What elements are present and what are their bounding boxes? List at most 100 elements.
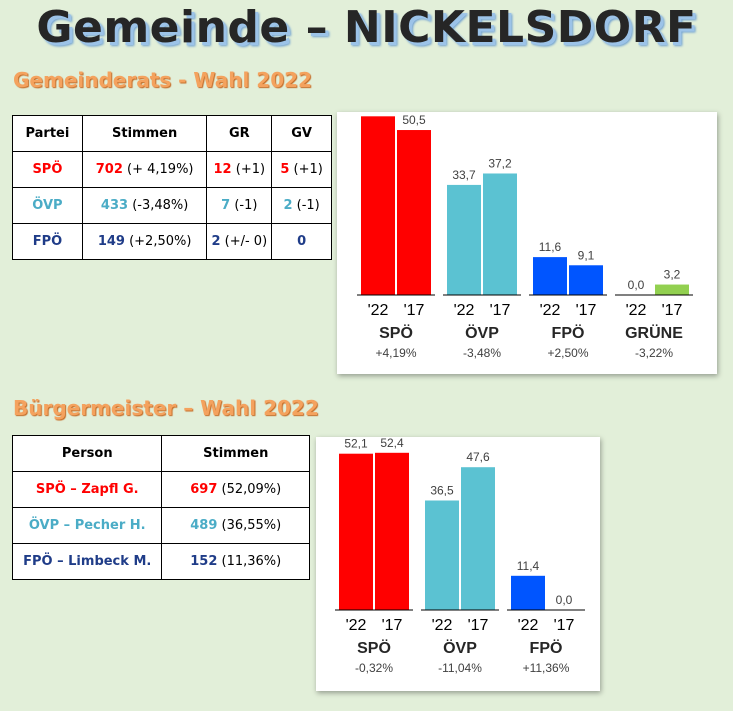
year-tick-label: '22 <box>368 302 389 319</box>
votes-value: 152 <box>190 554 218 569</box>
year-tick-label: '17 <box>554 617 575 634</box>
votes-pct: (52,09%) <box>221 482 282 497</box>
data-label: 54,7 <box>366 112 390 113</box>
gr-change: (-1) <box>234 198 258 213</box>
year-tick-label: '22 <box>540 302 561 319</box>
change-label: -3,22% <box>635 346 673 360</box>
votes-cell: 149 (+2,50%) <box>81 223 208 260</box>
votes-pct: (36,55%) <box>221 518 282 533</box>
votes-change: (+2,50%) <box>129 234 192 249</box>
table-row: ÖVP – Pecher H. 489 (36,55%) <box>11 507 310 544</box>
votes-value: 702 <box>95 162 123 177</box>
gr-results-table: Partei Stimmen GR GV SPÖ 702 (+ 4,19%) 1… <box>12 115 332 260</box>
header-stimmen: Stimmen <box>81 115 208 152</box>
year-tick-label: '17 <box>576 302 597 319</box>
gr-value: 12 <box>213 162 232 177</box>
gv-change: (+1) <box>293 162 323 177</box>
category-label: ÖVP <box>465 323 499 342</box>
table-row: SPÖ – Zapfl G. 697 (52,09%) <box>11 471 310 508</box>
data-label: 9,1 <box>578 248 595 262</box>
header-gv: GV <box>271 115 332 152</box>
party-cell: SPÖ <box>12 151 83 188</box>
bar-2017 <box>655 284 689 295</box>
year-tick-label: '22 <box>346 617 367 634</box>
gr-chart-card: 54,7 '22 50,5 '17 SPÖ +4,19% 33,7 '22 37,2 '17 ÖVP… <box>337 112 717 374</box>
year-tick-label: '22 <box>626 302 647 319</box>
gv-cell: 2 (-1) <box>271 187 332 224</box>
gv-value: 2 <box>283 198 293 213</box>
data-label: 11,4 <box>517 559 540 573</box>
data-label: 11,6 <box>539 240 562 254</box>
bar-2017 <box>569 265 603 295</box>
party-cell: ÖVP <box>12 187 83 224</box>
data-label: 3,2 <box>664 268 681 282</box>
year-tick-label: '17 <box>382 617 403 634</box>
table-header-row: Partei Stimmen GR GV <box>12 115 332 152</box>
gv-cell: 0 <box>271 223 332 260</box>
change-label: -0,32% <box>355 661 393 675</box>
bar-2022 <box>511 575 545 610</box>
bm-bar-chart: 52,1 '22 52,4 '17 SPÖ -0,32% 36,5 '22 47,6 '17 ÖVP… <box>335 437 585 675</box>
data-label: 0,0 <box>556 593 573 607</box>
category-label: FPÖ <box>552 323 585 342</box>
bar-2022 <box>447 184 481 295</box>
year-tick-label: '22 <box>432 617 453 634</box>
data-label: 47,6 <box>466 450 490 464</box>
data-label: 0,0 <box>628 278 645 292</box>
votes-value: 433 <box>100 198 129 213</box>
votes-cell: 489 (36,55%) <box>161 507 310 544</box>
change-label: -3,48% <box>463 346 501 360</box>
table-row: FPÖ – Limbeck M. 152 (11,36%) <box>11 543 310 580</box>
bm-results-table: Person Stimmen SPÖ – Zapfl G. 697 (52,09… <box>11 435 310 580</box>
gv-change: (-1) <box>296 198 320 213</box>
gr-cell: 2 (+/- 0) <box>206 223 273 260</box>
votes-cell: 697 (52,09%) <box>161 471 310 508</box>
header-gr: GR <box>206 115 273 152</box>
table-header-row: Person Stimmen <box>11 435 310 472</box>
table-row: ÖVP 433 (-3,48%) 7 (-1) 2 (-1) <box>12 187 332 224</box>
votes-value: 697 <box>190 482 218 497</box>
year-tick-label: '22 <box>454 302 475 319</box>
votes-cell: 702 (+ 4,19%) <box>81 151 208 188</box>
change-label: -11,04% <box>438 661 482 675</box>
person-cell: ÖVP – Pecher H. <box>11 507 163 544</box>
votes-change: (+ 4,19%) <box>127 162 194 177</box>
party-cell: FPÖ <box>12 223 83 260</box>
gr-cell: 7 (-1) <box>206 187 273 224</box>
gv-value: 5 <box>280 162 290 177</box>
data-label: 37,2 <box>488 156 512 170</box>
table-row: SPÖ 702 (+ 4,19%) 12 (+1) 5 (+1) <box>12 151 332 188</box>
category-label: GRÜNE <box>625 323 683 342</box>
data-label: 50,5 <box>402 113 426 127</box>
person-cell: SPÖ – Zapfl G. <box>11 471 163 508</box>
change-label: +2,50% <box>547 346 588 360</box>
header-person: Person <box>11 435 163 472</box>
gv-cell: 5 (+1) <box>271 151 332 188</box>
bar-2017 <box>461 467 495 610</box>
votes-cell: 152 (11,36%) <box>161 543 310 580</box>
gr-section-heading: Gemeinderats - Wahl 2022 <box>13 68 312 92</box>
votes-value: 489 <box>190 518 218 533</box>
data-label: 52,1 <box>344 437 368 451</box>
change-label: +11,36% <box>523 661 570 675</box>
votes-value: 149 <box>97 234 125 249</box>
header-partei: Partei <box>12 115 83 152</box>
year-tick-label: '17 <box>490 302 511 319</box>
year-tick-label: '17 <box>662 302 683 319</box>
bar-2022 <box>339 453 373 610</box>
table-row: FPÖ 149 (+2,50%) 2 (+/- 0) 0 <box>12 223 332 260</box>
gr-bar-chart: 54,7 '22 50,5 '17 SPÖ +4,19% 33,7 '22 37,2 '17 ÖVP… <box>357 112 693 360</box>
bm-section-heading: Bürgermeister – Wahl 2022 <box>13 396 319 420</box>
year-tick-label: '17 <box>404 302 425 319</box>
votes-pct: (11,36%) <box>221 554 282 569</box>
votes-change: (-3,48%) <box>132 198 189 213</box>
gr-change: (+/- 0) <box>224 234 268 249</box>
data-label: 36,5 <box>430 484 454 498</box>
data-label: 33,7 <box>452 168 476 182</box>
bm-chart-card: 52,1 '22 52,4 '17 SPÖ -0,32% 36,5 '22 47,6 '17 ÖVP… <box>316 437 600 691</box>
gr-value: 7 <box>221 198 231 213</box>
year-tick-label: '17 <box>468 617 489 634</box>
person-cell: FPÖ – Limbeck M. <box>11 543 163 580</box>
header-stimmen: Stimmen <box>161 435 310 472</box>
bar-2017 <box>375 452 409 610</box>
